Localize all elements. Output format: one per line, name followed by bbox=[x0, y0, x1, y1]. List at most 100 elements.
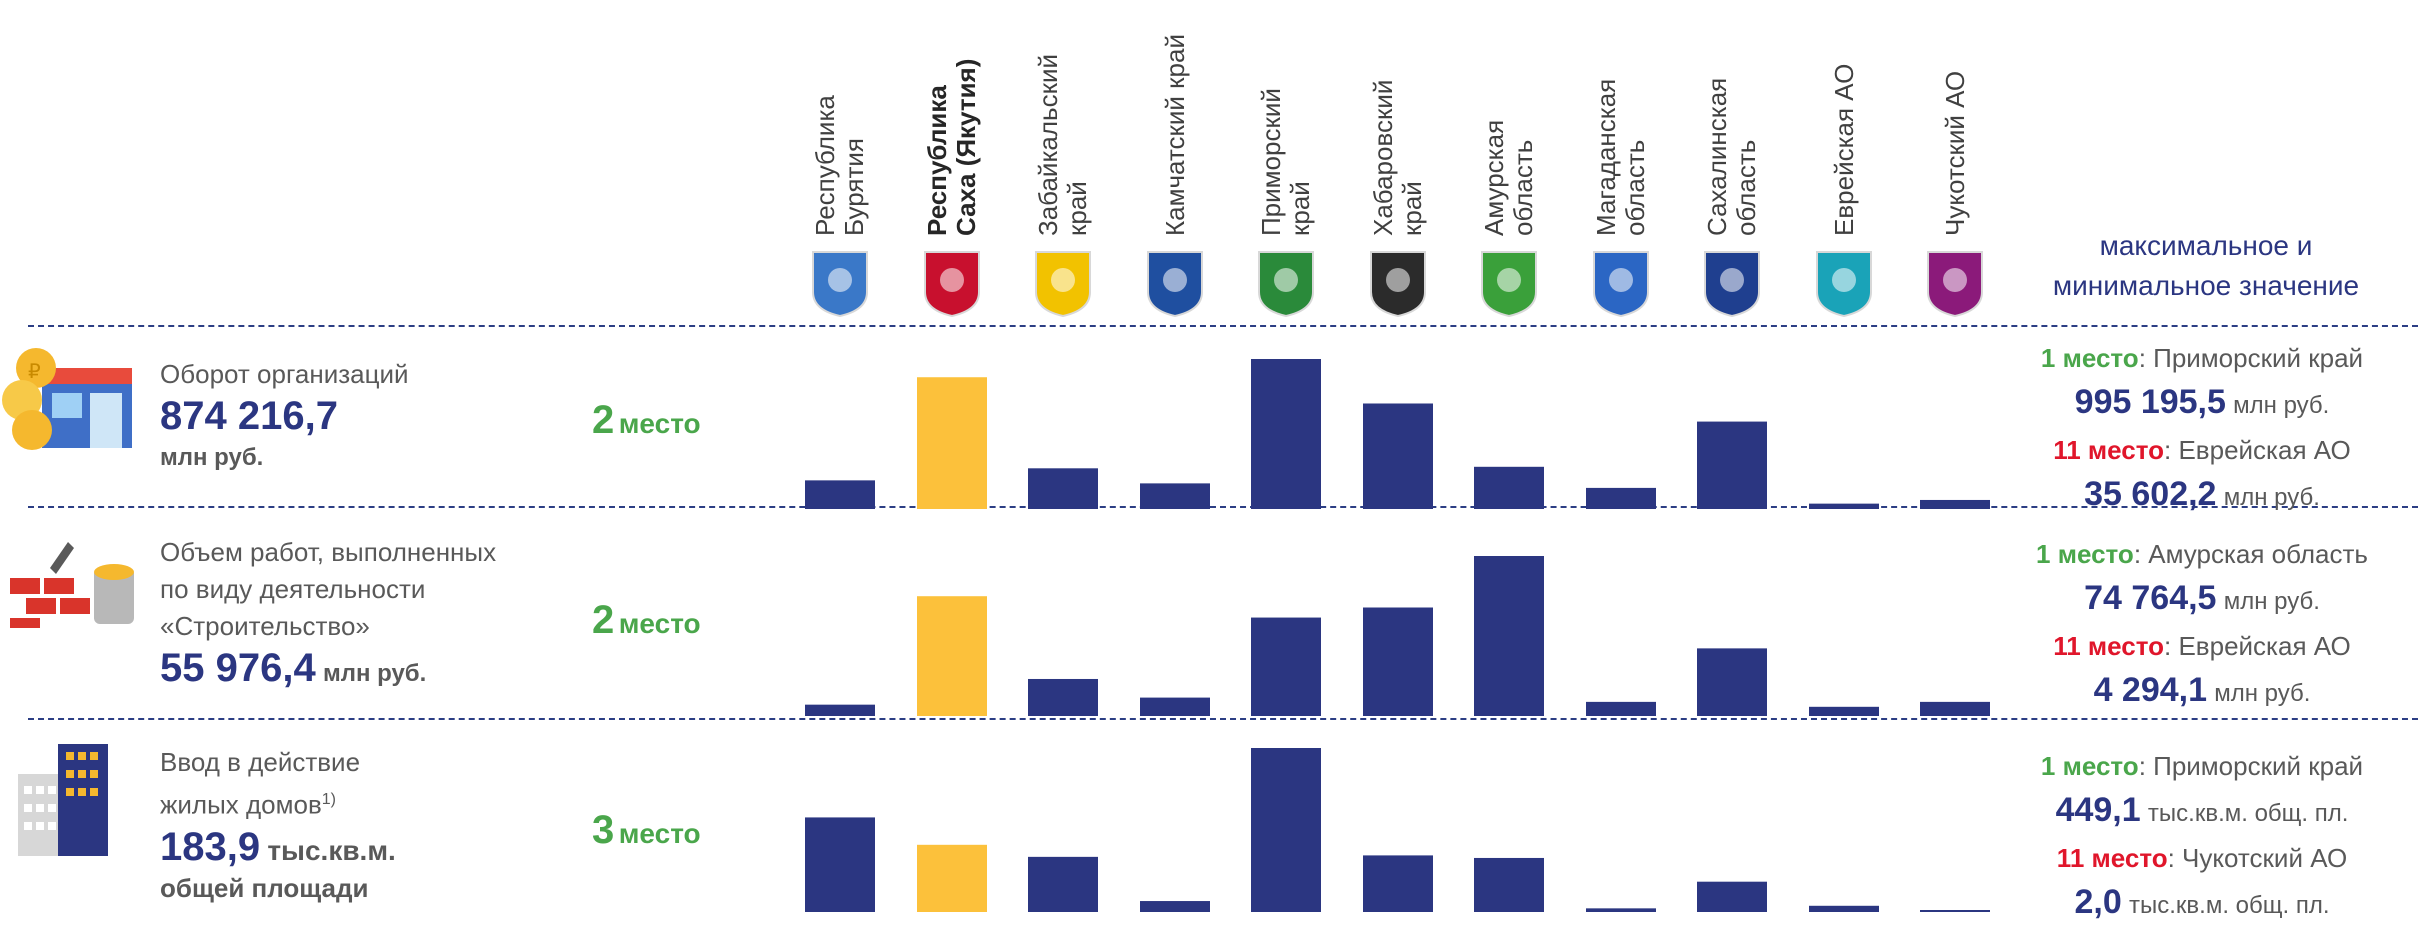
row-divider bbox=[28, 325, 2418, 327]
rank-badge: 2 место bbox=[592, 598, 701, 643]
bar bbox=[805, 817, 875, 912]
shop-coins-icon: ₽ bbox=[2, 338, 138, 458]
metric-unit: тыс.кв.м. bbox=[267, 834, 396, 866]
region-emblem-icon bbox=[1144, 248, 1206, 318]
bar bbox=[1697, 648, 1767, 716]
bar bbox=[1474, 857, 1544, 912]
metric-title-line: жилых домов bbox=[160, 789, 322, 820]
min-place: 11 место bbox=[2056, 843, 2168, 873]
bar bbox=[1363, 855, 1433, 912]
min-unit: млн руб. bbox=[2223, 484, 2320, 511]
bar bbox=[1586, 487, 1656, 509]
region-emblem-icon bbox=[1032, 248, 1094, 318]
max-value: 74 764,5 bbox=[2084, 579, 2217, 617]
rank-word: место bbox=[618, 818, 701, 849]
max-unit: млн руб. bbox=[2233, 392, 2330, 419]
metric-label-turnover: Оборот организаций 874 216,7 млн руб. bbox=[160, 356, 409, 476]
rank-badge: 3 место bbox=[592, 808, 701, 853]
bar bbox=[1697, 421, 1767, 509]
metric-unit-2: общей площади bbox=[160, 872, 369, 903]
max-min-header: максимальное и минимальное значение bbox=[2006, 226, 2406, 306]
bar bbox=[1809, 706, 1879, 716]
bar bbox=[1809, 503, 1879, 509]
bar bbox=[1140, 483, 1210, 509]
bar bbox=[1251, 359, 1321, 509]
bar bbox=[1363, 607, 1433, 716]
metric-unit: млн руб. bbox=[160, 444, 264, 471]
max-value: 449,1 bbox=[2055, 791, 2141, 829]
bar bbox=[1140, 697, 1210, 716]
region-emblem-icon bbox=[1924, 248, 1986, 318]
max-value: 995 195,5 bbox=[2074, 383, 2226, 421]
metric-label-housing: Ввод в действие жилых домов1) 183,9 тыс.… bbox=[160, 744, 396, 907]
max-min-header-line1: максимальное и bbox=[2099, 230, 2313, 261]
max-place: 1 место bbox=[2036, 539, 2134, 569]
bar bbox=[1028, 678, 1098, 716]
min-region: : Еврейская АО bbox=[2164, 435, 2351, 465]
min-value: 35 602,2 bbox=[2084, 475, 2217, 513]
rank-number: 2 bbox=[592, 398, 615, 442]
bar bbox=[1140, 901, 1210, 912]
rank-number: 2 bbox=[592, 598, 615, 642]
row-divider bbox=[28, 718, 2418, 720]
bar bbox=[1251, 617, 1321, 716]
bar bbox=[1920, 910, 1990, 912]
max-region: : Приморский край bbox=[2138, 751, 2364, 781]
max-place: 1 место bbox=[2040, 751, 2139, 781]
rank-badge: 2 место bbox=[592, 398, 701, 443]
metric-value: 55 976,4 bbox=[160, 646, 316, 690]
metric-title-line: Ввод в действие bbox=[160, 747, 361, 777]
bar bbox=[1028, 468, 1098, 509]
region-emblem-icon bbox=[1701, 248, 1763, 318]
bar bbox=[1474, 466, 1544, 509]
region-emblem-icon bbox=[1367, 248, 1429, 318]
rank-word: место bbox=[618, 608, 701, 639]
min-place: 11 место bbox=[2053, 435, 2165, 465]
apartment-building-icon bbox=[18, 744, 108, 856]
bricks-trowel-icon bbox=[10, 538, 140, 628]
metric-title-line: по виду деятельности bbox=[160, 574, 426, 604]
region-emblem-icon bbox=[809, 248, 871, 318]
min-place: 11 место bbox=[2053, 631, 2165, 661]
region-emblem-icon bbox=[1255, 248, 1317, 318]
metric-unit: млн руб. bbox=[322, 660, 427, 687]
max-place: 1 место bbox=[2040, 343, 2139, 373]
bar bbox=[917, 844, 987, 912]
row-divider bbox=[28, 506, 2418, 508]
min-region: : Еврейская АО bbox=[2164, 631, 2351, 661]
max-min-construction: 1 место: Амурская область 74 764,5 млн р… bbox=[1992, 532, 2412, 716]
max-region: : Приморский край bbox=[2138, 343, 2364, 373]
metric-value: 874 216,7 bbox=[160, 394, 338, 438]
bar bbox=[805, 704, 875, 716]
max-region: : Амурская область bbox=[2133, 539, 2368, 569]
bar bbox=[1474, 556, 1544, 716]
max-min-turnover: 1 место: Приморский край 995 195,5 млн р… bbox=[1992, 336, 2412, 520]
min-region: : Чукотский АО bbox=[2167, 843, 2348, 873]
bar bbox=[1809, 905, 1879, 912]
bar bbox=[1586, 908, 1656, 912]
bar bbox=[917, 377, 987, 509]
bar bbox=[1251, 748, 1321, 912]
region-emblem-icon bbox=[921, 248, 983, 318]
bar bbox=[1028, 856, 1098, 912]
svg-text:₽: ₽ bbox=[28, 361, 41, 383]
bar bbox=[917, 596, 987, 716]
max-min-header-line2: минимальное значение bbox=[2052, 270, 2360, 301]
bar bbox=[1920, 701, 1990, 716]
min-unit: млн руб. bbox=[2214, 680, 2311, 707]
footnote-marker: 1) bbox=[321, 791, 337, 808]
bar bbox=[805, 480, 875, 509]
metric-value: 183,9 bbox=[160, 824, 261, 869]
max-unit: млн руб. bbox=[2223, 588, 2320, 615]
region-emblem-icon bbox=[1478, 248, 1540, 318]
region-emblem-icon bbox=[1813, 248, 1875, 318]
metric-title-line: Объем работ, выполненных bbox=[160, 537, 497, 567]
rank-word: место bbox=[618, 408, 701, 439]
metric-label-construction: Объем работ, выполненных по виду деятель… bbox=[160, 534, 496, 692]
max-unit: тыс.кв.м. общ. пл. bbox=[2147, 800, 2349, 827]
bar bbox=[1363, 403, 1433, 509]
rank-number: 3 bbox=[592, 808, 615, 852]
region-emblem-icon bbox=[1590, 248, 1652, 318]
metric-title-line: «Строительство» bbox=[160, 611, 370, 641]
